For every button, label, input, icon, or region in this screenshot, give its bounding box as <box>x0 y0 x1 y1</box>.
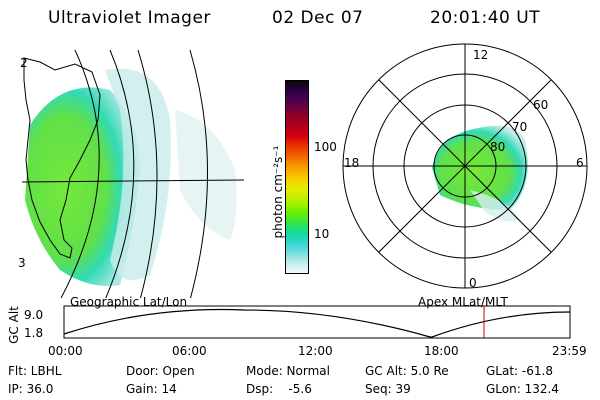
instrument-title: Ultraviolet Imager <box>48 8 211 28</box>
timeline-y-tick-high: 9.0 <box>24 308 44 322</box>
colorbar <box>285 80 309 274</box>
timeline-x-tick-0: 00:00 <box>48 344 83 358</box>
colorbar-tick-100: 100 <box>314 140 337 154</box>
aurora-faint-geo <box>175 110 237 240</box>
info-flt: Flt: LBHL <box>8 364 62 378</box>
info-glat: GLat: -61.8 <box>486 364 553 378</box>
info-seq: Seq: 39 <box>365 382 411 396</box>
info-dsp: Dsp: -5.6 <box>246 382 312 396</box>
timeline-x-tick-1: 06:00 <box>172 344 207 358</box>
info-ip: IP: 36.0 <box>8 382 54 396</box>
orbit-altitude-curve <box>63 308 571 338</box>
aurora-emission-polar <box>432 125 528 210</box>
time-label: 20:01:40 UT <box>430 8 541 28</box>
info-door: Door: Open <box>126 364 195 378</box>
info-gain: Gain: 14 <box>126 382 177 396</box>
mlt-label-0: 0 <box>469 276 477 290</box>
aurora-emission-geo <box>25 87 140 286</box>
timeline-y-tick-low: 1.8 <box>24 326 44 340</box>
timeline-x-tick-4: 23:59 <box>552 344 587 358</box>
info-gc-alt: GC Alt: 5.0 Re <box>365 364 449 378</box>
timeline-x-tick-2: 12:00 <box>298 344 333 358</box>
aurora-faint-polar <box>470 190 520 222</box>
info-glon: GLon: 132.4 <box>486 382 559 396</box>
mlt-label-6: 6 <box>576 156 584 170</box>
date-label: 02 Dec 07 <box>272 8 364 28</box>
geo-corner-mark-bottom: 3 <box>18 256 26 270</box>
mlat-label-80: 80 <box>490 140 506 154</box>
geo-corner-mark-top: 2 <box>20 56 28 70</box>
timeline-x-tick-3: 18:00 <box>424 344 459 358</box>
mlt-label-18: 18 <box>344 156 360 170</box>
colorbar-tick-10: 10 <box>314 227 330 241</box>
mlat-label-70: 70 <box>512 120 528 134</box>
mlt-label-12: 12 <box>473 48 489 62</box>
mlat-label-60: 60 <box>533 98 549 112</box>
coastline <box>23 57 101 259</box>
info-mode: Mode: Normal <box>246 364 330 378</box>
